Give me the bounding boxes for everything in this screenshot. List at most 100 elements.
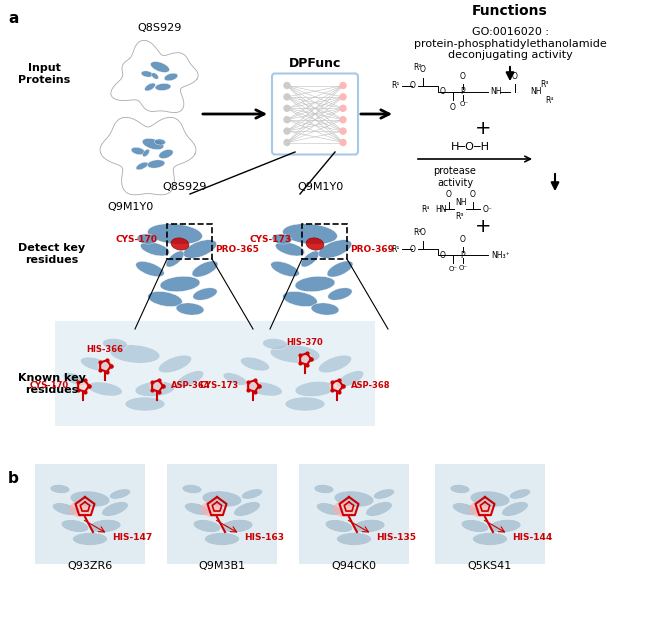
Text: HIS-366: HIS-366 xyxy=(87,345,124,354)
Ellipse shape xyxy=(202,491,242,507)
Ellipse shape xyxy=(61,520,89,532)
Ellipse shape xyxy=(325,520,353,532)
Ellipse shape xyxy=(69,501,91,517)
Ellipse shape xyxy=(318,355,352,373)
Ellipse shape xyxy=(142,139,164,150)
Ellipse shape xyxy=(295,276,335,291)
Bar xyxy=(435,464,545,564)
Text: O: O xyxy=(420,228,426,237)
Text: Q8S929: Q8S929 xyxy=(163,182,207,192)
Ellipse shape xyxy=(136,162,148,170)
Ellipse shape xyxy=(75,380,91,392)
Text: PRO-369: PRO-369 xyxy=(350,245,394,254)
Ellipse shape xyxy=(353,520,385,533)
Text: CYS-170: CYS-170 xyxy=(30,381,69,390)
Ellipse shape xyxy=(285,397,325,411)
Ellipse shape xyxy=(502,502,528,516)
Ellipse shape xyxy=(314,484,334,493)
Text: H─O─H: H─O─H xyxy=(451,142,489,152)
Ellipse shape xyxy=(89,520,121,533)
Text: O: O xyxy=(460,235,466,244)
Ellipse shape xyxy=(158,355,191,373)
Text: GO:0016020 :
protein-phosphatidylethanolamide
deconjugating activity: GO:0016020 : protein-phosphatidylethanol… xyxy=(414,27,606,60)
Text: O⁻: O⁻ xyxy=(483,204,493,213)
Text: DPFunc: DPFunc xyxy=(289,57,341,70)
Ellipse shape xyxy=(509,489,531,499)
Ellipse shape xyxy=(149,380,165,392)
Ellipse shape xyxy=(70,491,110,507)
Text: Functions: Functions xyxy=(472,4,548,18)
Ellipse shape xyxy=(234,502,260,516)
Ellipse shape xyxy=(73,532,107,546)
Ellipse shape xyxy=(283,224,338,244)
Text: R⁴: R⁴ xyxy=(422,204,430,213)
Ellipse shape xyxy=(183,240,216,258)
Ellipse shape xyxy=(240,357,269,371)
Bar xyxy=(35,464,145,564)
Ellipse shape xyxy=(311,303,339,315)
Ellipse shape xyxy=(373,489,395,499)
Text: Q9M3B1: Q9M3B1 xyxy=(199,561,246,571)
Text: O: O xyxy=(450,103,456,112)
Text: O: O xyxy=(420,65,426,74)
Ellipse shape xyxy=(461,520,489,532)
Text: Detect key
residues: Detect key residues xyxy=(18,243,85,265)
Text: a: a xyxy=(8,11,19,26)
Ellipse shape xyxy=(184,503,210,515)
Ellipse shape xyxy=(470,491,510,507)
Text: Q9M1Y0: Q9M1Y0 xyxy=(107,202,153,212)
Ellipse shape xyxy=(365,502,393,516)
Ellipse shape xyxy=(336,532,371,546)
Ellipse shape xyxy=(63,373,87,385)
Text: PRO-365: PRO-365 xyxy=(215,245,259,254)
Ellipse shape xyxy=(318,240,352,258)
Ellipse shape xyxy=(473,532,508,546)
Ellipse shape xyxy=(154,139,166,145)
Text: Q9M1Y0: Q9M1Y0 xyxy=(297,182,343,192)
Text: ASP-364: ASP-364 xyxy=(171,381,211,390)
Ellipse shape xyxy=(171,238,189,250)
Ellipse shape xyxy=(270,345,320,363)
Circle shape xyxy=(340,139,346,146)
Text: b: b xyxy=(8,471,19,486)
Ellipse shape xyxy=(109,489,130,499)
Ellipse shape xyxy=(336,371,364,387)
Ellipse shape xyxy=(144,83,156,91)
Text: R²: R² xyxy=(414,228,422,237)
Ellipse shape xyxy=(450,484,470,493)
Ellipse shape xyxy=(103,339,128,350)
Ellipse shape xyxy=(223,373,247,385)
Ellipse shape xyxy=(131,147,145,155)
Ellipse shape xyxy=(245,380,261,392)
Ellipse shape xyxy=(110,345,160,363)
Text: NH₃⁺: NH₃⁺ xyxy=(491,250,510,259)
Text: O: O xyxy=(446,190,452,199)
Circle shape xyxy=(284,94,290,100)
Circle shape xyxy=(284,128,290,134)
Ellipse shape xyxy=(283,291,317,307)
Circle shape xyxy=(340,128,346,134)
Ellipse shape xyxy=(242,489,263,499)
Ellipse shape xyxy=(263,339,287,350)
Text: R³: R³ xyxy=(455,212,463,221)
Bar xyxy=(167,464,277,564)
Ellipse shape xyxy=(52,503,77,515)
Text: HIS-144: HIS-144 xyxy=(512,532,552,541)
Circle shape xyxy=(340,82,346,88)
Ellipse shape xyxy=(205,532,240,546)
Text: Q94CK0: Q94CK0 xyxy=(332,561,377,571)
Ellipse shape xyxy=(147,160,165,168)
Text: Known key
residues: Known key residues xyxy=(18,373,86,395)
Ellipse shape xyxy=(489,520,521,533)
Circle shape xyxy=(284,105,290,111)
Circle shape xyxy=(284,139,290,146)
Ellipse shape xyxy=(469,501,491,517)
Text: CYS-173: CYS-173 xyxy=(200,381,239,390)
Bar xyxy=(55,321,215,426)
Ellipse shape xyxy=(142,149,150,157)
Ellipse shape xyxy=(160,276,200,291)
Ellipse shape xyxy=(329,380,345,392)
Text: O: O xyxy=(440,250,446,259)
Text: P: P xyxy=(461,250,465,259)
Bar xyxy=(302,224,347,259)
